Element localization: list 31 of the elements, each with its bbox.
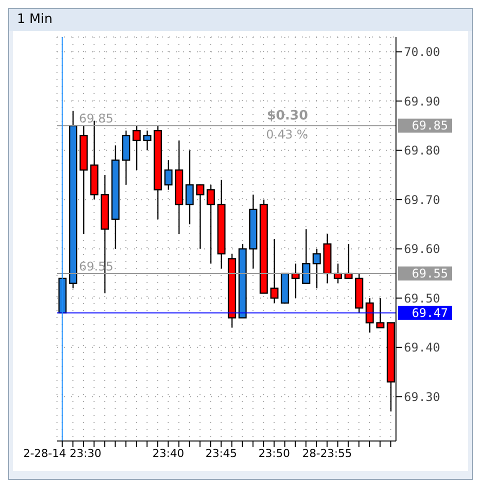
candlestick	[206, 184, 215, 264]
x-tick-label: 23:50	[258, 446, 290, 460]
candlestick	[164, 160, 173, 190]
ref-line-label: 69.47	[412, 306, 448, 320]
candlestick	[376, 298, 384, 328]
ref-line-label: 69.85	[412, 118, 448, 133]
y-tick-label: 69.60	[404, 242, 440, 256]
y-tick-label: 69.90	[404, 94, 440, 108]
y-tick-label: 69.30	[404, 390, 440, 404]
x-tick-label: 2-28-14 23:30	[23, 446, 102, 460]
annotation: 69.85	[79, 112, 114, 126]
annotation: $0.30	[266, 108, 308, 124]
y-tick-label: 69.50	[404, 291, 440, 306]
x-tick-label: 23:45	[205, 446, 238, 460]
x-tick-label: 23:40	[152, 446, 184, 460]
candlestick	[302, 228, 310, 284]
y-tick-label: 70.00	[404, 45, 440, 60]
x-tick-label: 28-23:55	[302, 446, 352, 460]
candlestick	[186, 150, 194, 225]
y-tick-label: 69.40	[404, 340, 440, 355]
candlestick	[366, 298, 374, 334]
y-tick-label: 69.80	[404, 144, 440, 158]
chart-title: 1 Min	[9, 9, 472, 31]
annotation: 0.43 %	[266, 128, 308, 142]
candlestick	[312, 248, 321, 289]
candlestick	[196, 184, 204, 250]
candlestick	[143, 130, 152, 151]
y-tick-label: 69.70	[404, 192, 440, 207]
ref-line-label: 69.55	[412, 266, 448, 280]
candlestick	[270, 238, 278, 304]
candlestick	[132, 125, 141, 171]
